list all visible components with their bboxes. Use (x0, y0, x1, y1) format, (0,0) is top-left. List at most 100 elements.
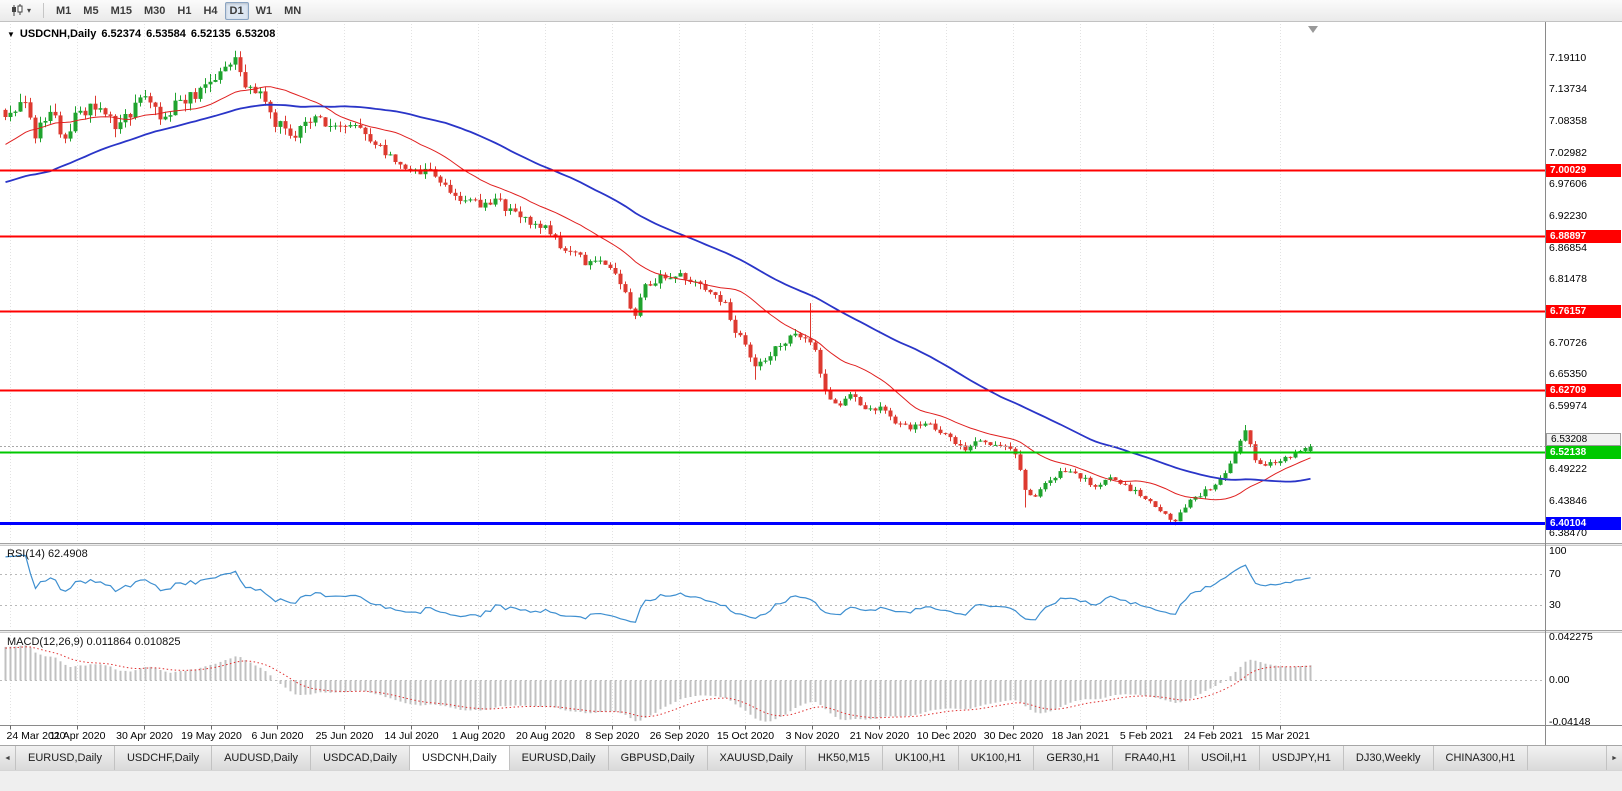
time-axis-label: 8 Sep 2020 (585, 730, 640, 742)
chart-tab-list: EURUSD,Daily USDCHF,Daily AUDUSD,Daily USDC… (16, 746, 1529, 770)
chart-tab-usoil-13[interactable]: USOil,H1 (1189, 746, 1260, 770)
macd-histogram (4, 645, 1312, 722)
time-axis-label: 6 Jun 2020 (251, 730, 304, 742)
horizontal-level-lines[interactable] (0, 169, 1545, 525)
timeframe-button-m15[interactable]: M15 (110, 4, 132, 17)
timeframe-button-m1[interactable]: M1 (56, 4, 72, 17)
time-axis-label: 15 Mar 2021 (1251, 730, 1310, 742)
chart-tab-usdchf-1[interactable]: USDCHF,Daily (115, 746, 213, 770)
macd-axis-label: -0.04148 (1549, 716, 1591, 728)
timeframe-button-m5[interactable]: M5 (83, 4, 99, 17)
time-axis-label: 30 Dec 2020 (983, 730, 1044, 742)
price-axis-label: 6.81478 (1549, 273, 1587, 286)
ohlc-close: 6.53208 (235, 28, 276, 40)
time-axis-label: 10 Dec 2020 (916, 730, 977, 742)
timeframe-button-group: M1 M5 M15 M30 H1 H4 D1 W1 MN (51, 1, 306, 20)
time-axis-label: 5 Feb 2021 (1119, 730, 1174, 742)
ma-fast-line (5, 86, 1311, 501)
price-axis-label: 7.02982 (1549, 146, 1587, 159)
level-price-label: 7.00029 (1546, 163, 1621, 177)
rsi-indicator-label: RSI(14) 62.4908 (7, 548, 88, 560)
macd-signal-line (5, 646, 1311, 719)
level-price-label: 6.62709 (1546, 383, 1621, 397)
chart-tab-xauusd-7[interactable]: XAUUSD,Daily (708, 746, 806, 770)
time-axis-label: 14 Jul 2020 (384, 730, 439, 742)
price-axis-label: 7.08358 (1549, 114, 1587, 127)
time-axis-label: 25 Jun 2020 (315, 730, 374, 742)
time-axis-label: 30 Apr 2020 (116, 730, 173, 742)
timeframe-button-h4[interactable]: H4 (203, 4, 218, 17)
level-price-label: 6.76157 (1546, 304, 1621, 318)
chart-tab-usdjpy-14[interactable]: USDJPY,H1 (1260, 746, 1344, 770)
panel-borders (0, 22, 1622, 745)
time-axis-label: 24 Feb 2021 (1184, 730, 1243, 742)
ohlc-low: 6.52135 (190, 28, 231, 40)
candlestick-series (3, 50, 1313, 526)
current-price-label: 6.53208 (1546, 433, 1621, 447)
chart-tab-china300-16[interactable]: CHINA300,H1 (1434, 746, 1529, 770)
timeframe-button-mn[interactable]: MN (284, 4, 302, 17)
timeframe-button-m30[interactable]: M30 (143, 4, 166, 17)
chart-tab-uk100-9[interactable]: UK100,H1 (883, 746, 959, 770)
chart-tab-usdcad-3[interactable]: USDCAD,Daily (311, 746, 411, 770)
chart-tab-eurusd-0[interactable]: EURUSD,Daily (16, 746, 115, 770)
price-axis-label: 6.38470 (1549, 526, 1587, 539)
level-price-label: 6.40104 (1546, 516, 1621, 530)
chart-tab-uk100-10[interactable]: UK100,H1 (959, 746, 1035, 770)
chart-tab-usdcnh-4[interactable]: USDCNH,Daily (410, 746, 510, 770)
tabs-scroll-right-icon[interactable]: ► (1606, 746, 1622, 770)
timeframe-button-h1[interactable]: H1 (177, 4, 192, 17)
chevron-down-icon: ▾ (27, 6, 32, 15)
ohlc-high: 6.53584 (146, 28, 186, 40)
ohlc-open: 6.52374 (101, 28, 142, 40)
chart-tab-ger30-11[interactable]: GER30,H1 (1034, 746, 1113, 770)
chart-tab-fra40-12[interactable]: FRA40,H1 (1113, 746, 1189, 770)
chart-type-button[interactable]: ▾ (5, 2, 36, 20)
level-price-label: 6.88897 (1546, 229, 1621, 243)
status-strip (0, 770, 1622, 791)
time-axis-label: 3 Nov 2020 (785, 730, 840, 742)
time-axis-label: 26 Sep 2020 (649, 730, 710, 742)
timeframe-button-d1[interactable]: D1 (224, 1, 249, 20)
price-axis-label: 6.59974 (1549, 399, 1587, 412)
chart-grid (10, 24, 1281, 723)
time-axis-label: 24 Mar 2020 (6, 730, 66, 742)
price-axis-label: 6.76102 (1549, 304, 1587, 317)
price-axis-label: 6.65350 (1549, 368, 1587, 381)
rsi-axis-label: 100 (1549, 545, 1567, 557)
time-axis-label: 1 Aug 2020 (451, 730, 506, 742)
chart-shift-marker-icon[interactable] (1308, 26, 1318, 33)
price-axis-label: 6.86854 (1549, 241, 1587, 254)
price-axis-label: 6.49222 (1549, 463, 1587, 476)
macd-axis-label: 0.042275 (1549, 631, 1593, 643)
price-axis-label: 6.70726 (1549, 336, 1587, 349)
price-axis-label: 6.54598 (1549, 431, 1587, 444)
toolbar-divider (43, 3, 45, 18)
chart-tab-hk50-8[interactable]: HK50,M15 (806, 746, 883, 770)
time-axis-label: 11 Apr 2020 (49, 730, 106, 742)
chart-tabs-bar: ◄ EURUSD,Daily USDCHF,Daily AUDUSD,Daily US… (0, 745, 1622, 770)
time-axis-label: 20 Aug 2020 (516, 730, 575, 742)
candlestick-chart-icon (12, 4, 23, 16)
tabs-scroll-left-icon[interactable]: ◄ (0, 746, 16, 770)
chart-tab-audusd-2[interactable]: AUDUSD,Daily (212, 746, 312, 770)
chart-tab-gbpusd-6[interactable]: GBPUSD,Daily (609, 746, 708, 770)
rsi-panel (0, 574, 1545, 606)
price-axis-label: 6.97606 (1549, 178, 1587, 191)
chart-tab-eurusd-5[interactable]: EURUSD,Daily (510, 746, 609, 770)
rsi-axis-label: 70 (1549, 568, 1561, 581)
macd-indicator-label: MACD(12,26,9) 0.011864 0.010825 (7, 636, 181, 648)
chart-tab-dj30-15[interactable]: DJ30,Weekly (1344, 746, 1434, 770)
rsi-line (5, 554, 1311, 623)
chart-title: ▼ USDCNH,Daily 6.52374 6.53584 6.52135 6… (7, 28, 275, 40)
macd-axis-label: 0.00 (1549, 673, 1570, 686)
rsi-axis-label: 30 (1549, 598, 1561, 611)
chart-symbol-timeframe: USDCNH,Daily (19, 28, 97, 40)
price-axis-label: 7.13734 (1549, 83, 1587, 96)
timeframe-button-w1[interactable]: W1 (255, 4, 273, 17)
ma-slow-line (5, 103, 1311, 483)
time-axis-label: 18 Jan 2021 (1051, 730, 1110, 742)
